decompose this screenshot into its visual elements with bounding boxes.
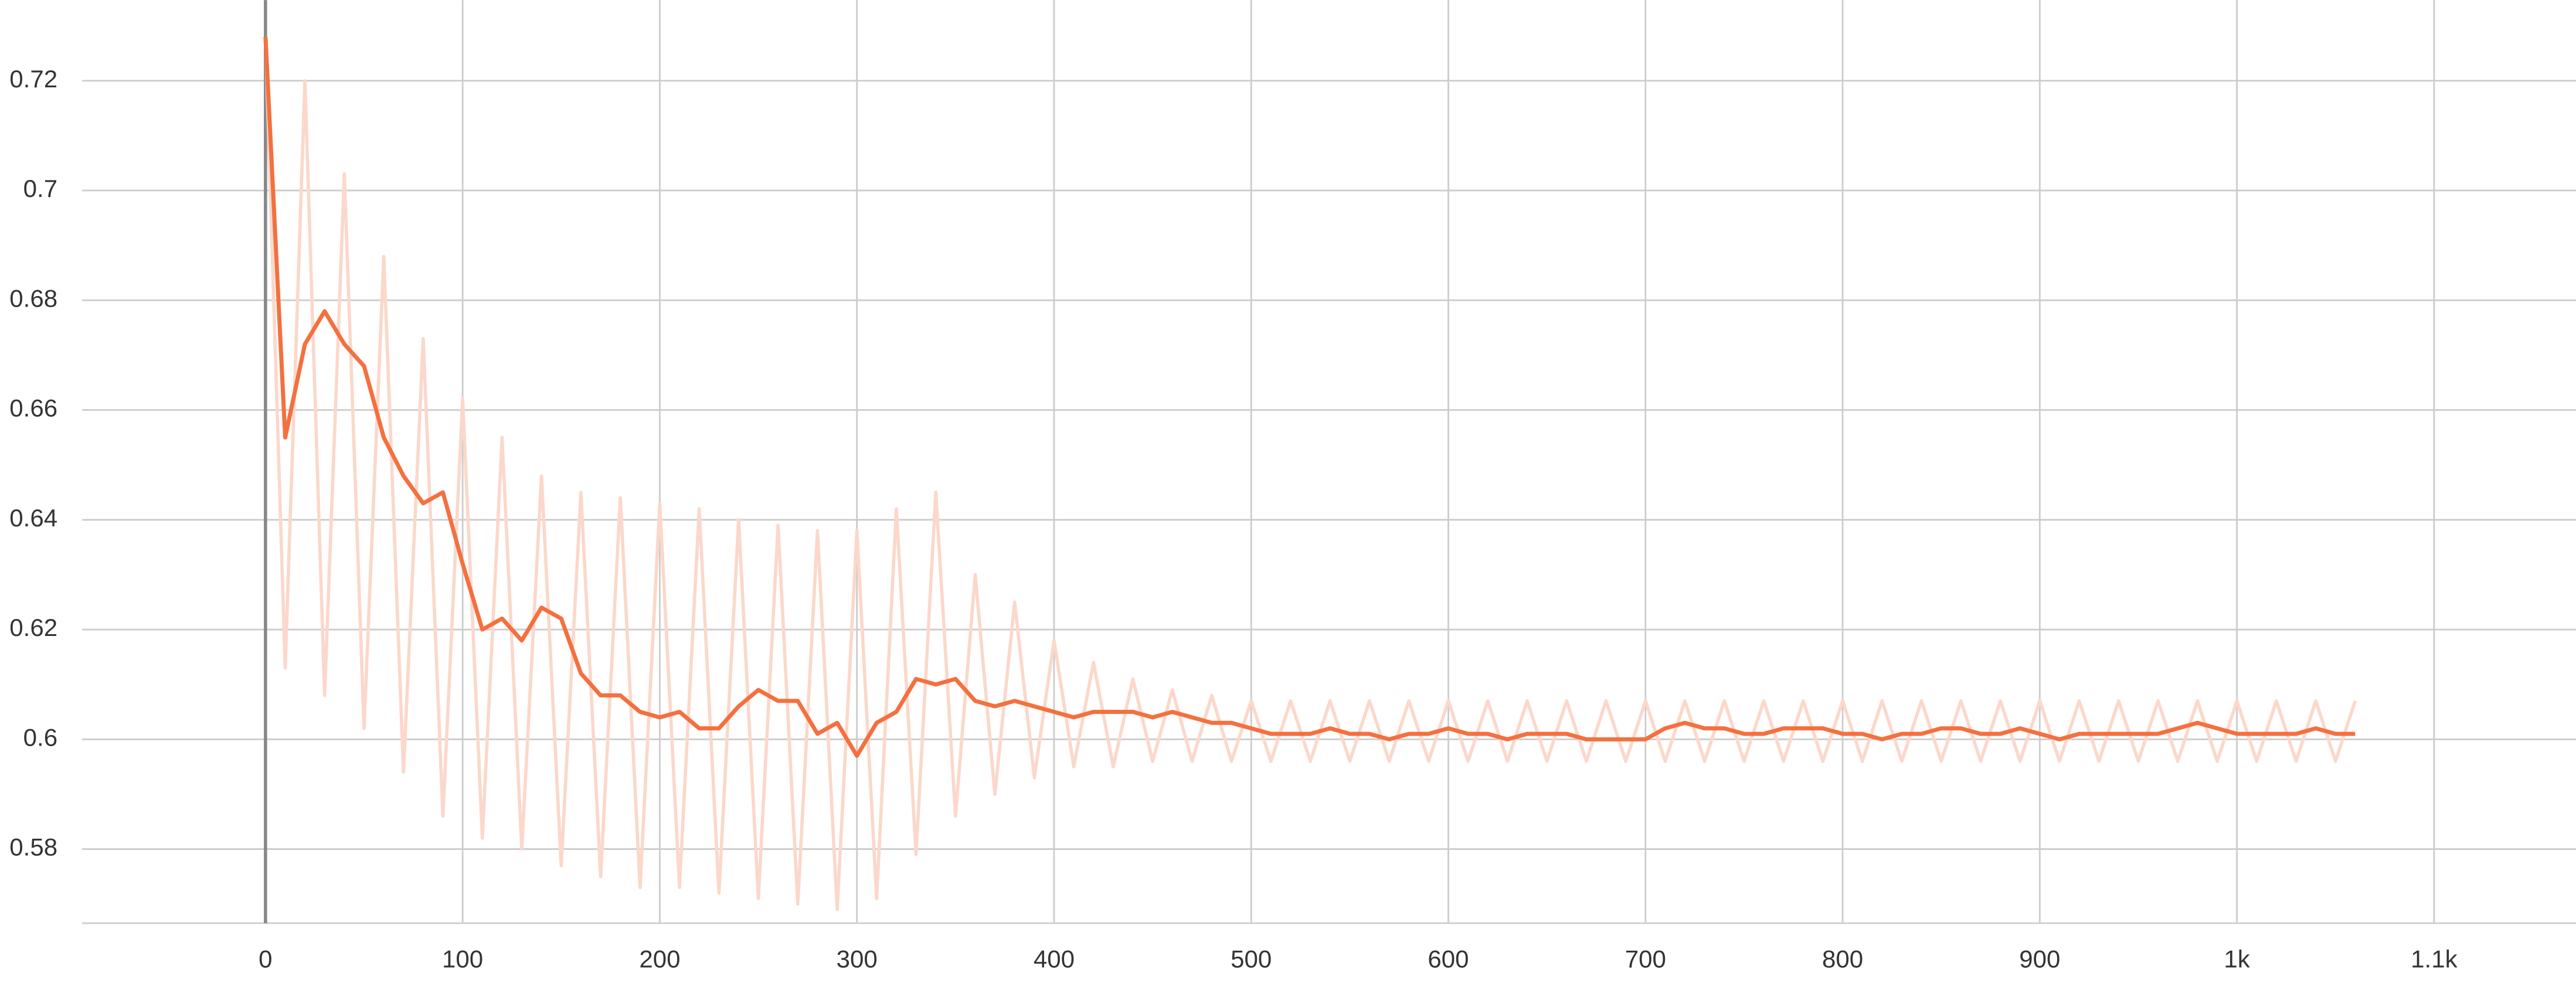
- y-tick-label: 0.6: [23, 723, 57, 751]
- y-tick-label: 0.72: [9, 65, 57, 93]
- x-tick-label: 700: [1625, 945, 1666, 973]
- x-tick-label: 300: [837, 945, 878, 973]
- x-tick-label: 0: [259, 945, 272, 973]
- x-tick-label: 200: [639, 945, 680, 973]
- y-tick-label: 0.66: [9, 394, 57, 422]
- y-tick-label: 0.68: [9, 284, 57, 312]
- x-tick-label: 600: [1428, 945, 1469, 973]
- smoothed-line: [263, 36, 2356, 758]
- x-tick-label: 500: [1231, 945, 1272, 973]
- y-tick-label: 0.58: [9, 834, 57, 861]
- x-tick-label: 100: [442, 945, 483, 973]
- x-tick-label: 1.1k: [2411, 945, 2458, 973]
- x-tick-label: 1k: [2224, 945, 2250, 973]
- y-tick-label: 0.62: [9, 614, 57, 641]
- y-tick-label: 0.7: [23, 175, 57, 202]
- y-tick-label: 0.64: [9, 504, 57, 532]
- raw-line: [264, 36, 2357, 911]
- x-tick-label: 800: [1822, 945, 1863, 973]
- x-tick-label: 400: [1034, 945, 1075, 973]
- x-tick-label: 900: [2019, 945, 2060, 973]
